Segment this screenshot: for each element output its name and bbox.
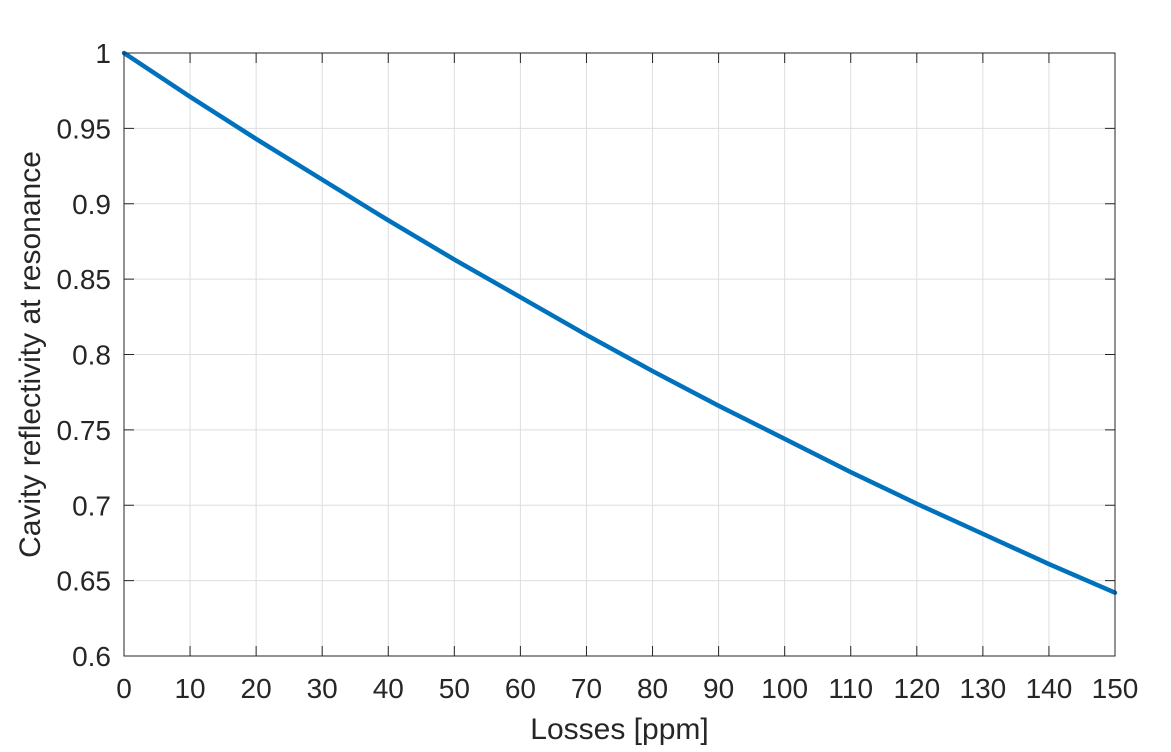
x-axis-label: Losses [ppm] xyxy=(530,713,708,746)
x-tick-label: 110 xyxy=(828,673,873,704)
x-tick-label: 150 xyxy=(1092,673,1139,704)
x-tick-label: 0 xyxy=(116,673,132,704)
series-layer xyxy=(121,50,1118,595)
y-tick-label: 0.7 xyxy=(72,490,111,521)
y-tick-labels: 0.6 0.65 0.7 0.75 0.8 0.85 0.9 0.95 1 xyxy=(57,38,112,672)
grid-lines xyxy=(123,52,1116,657)
y-tick-label: 0.85 xyxy=(57,264,112,295)
x-tick-label: 50 xyxy=(439,673,470,704)
y-tick-label: 0.8 xyxy=(72,340,111,371)
x-tick-label: 10 xyxy=(174,673,205,704)
x-tick-label: 20 xyxy=(241,673,272,704)
x-tick-label: 30 xyxy=(307,673,338,704)
x-tick-label: 130 xyxy=(960,673,1007,704)
x-tick-label: 40 xyxy=(373,673,404,704)
x-tick-label: 120 xyxy=(893,673,940,704)
y-tick-label: 0.95 xyxy=(57,113,112,144)
x-tick-label: 140 xyxy=(1026,673,1073,704)
x-tick-label: 90 xyxy=(703,673,734,704)
y-axis-label: Cavity reflectivity at resonance xyxy=(14,151,47,558)
y-tick-label: 0.75 xyxy=(57,415,112,446)
y-tick-label: 1 xyxy=(95,38,111,69)
x-tick-label: 80 xyxy=(637,673,668,704)
y-tick-label: 0.6 xyxy=(72,641,111,672)
y-tick-label: 0.9 xyxy=(72,189,111,220)
tick-marks xyxy=(123,52,1116,657)
y-tick-label: 0.65 xyxy=(57,566,112,597)
x-tick-label: 60 xyxy=(505,673,536,704)
x-tick-labels: 0 10 20 30 40 50 60 70 80 90 100 110 120 130 140 150 xyxy=(116,673,1138,704)
series-line-0 xyxy=(121,50,1118,595)
x-tick-label: 100 xyxy=(761,673,808,704)
x-tick-label: 70 xyxy=(571,673,602,704)
